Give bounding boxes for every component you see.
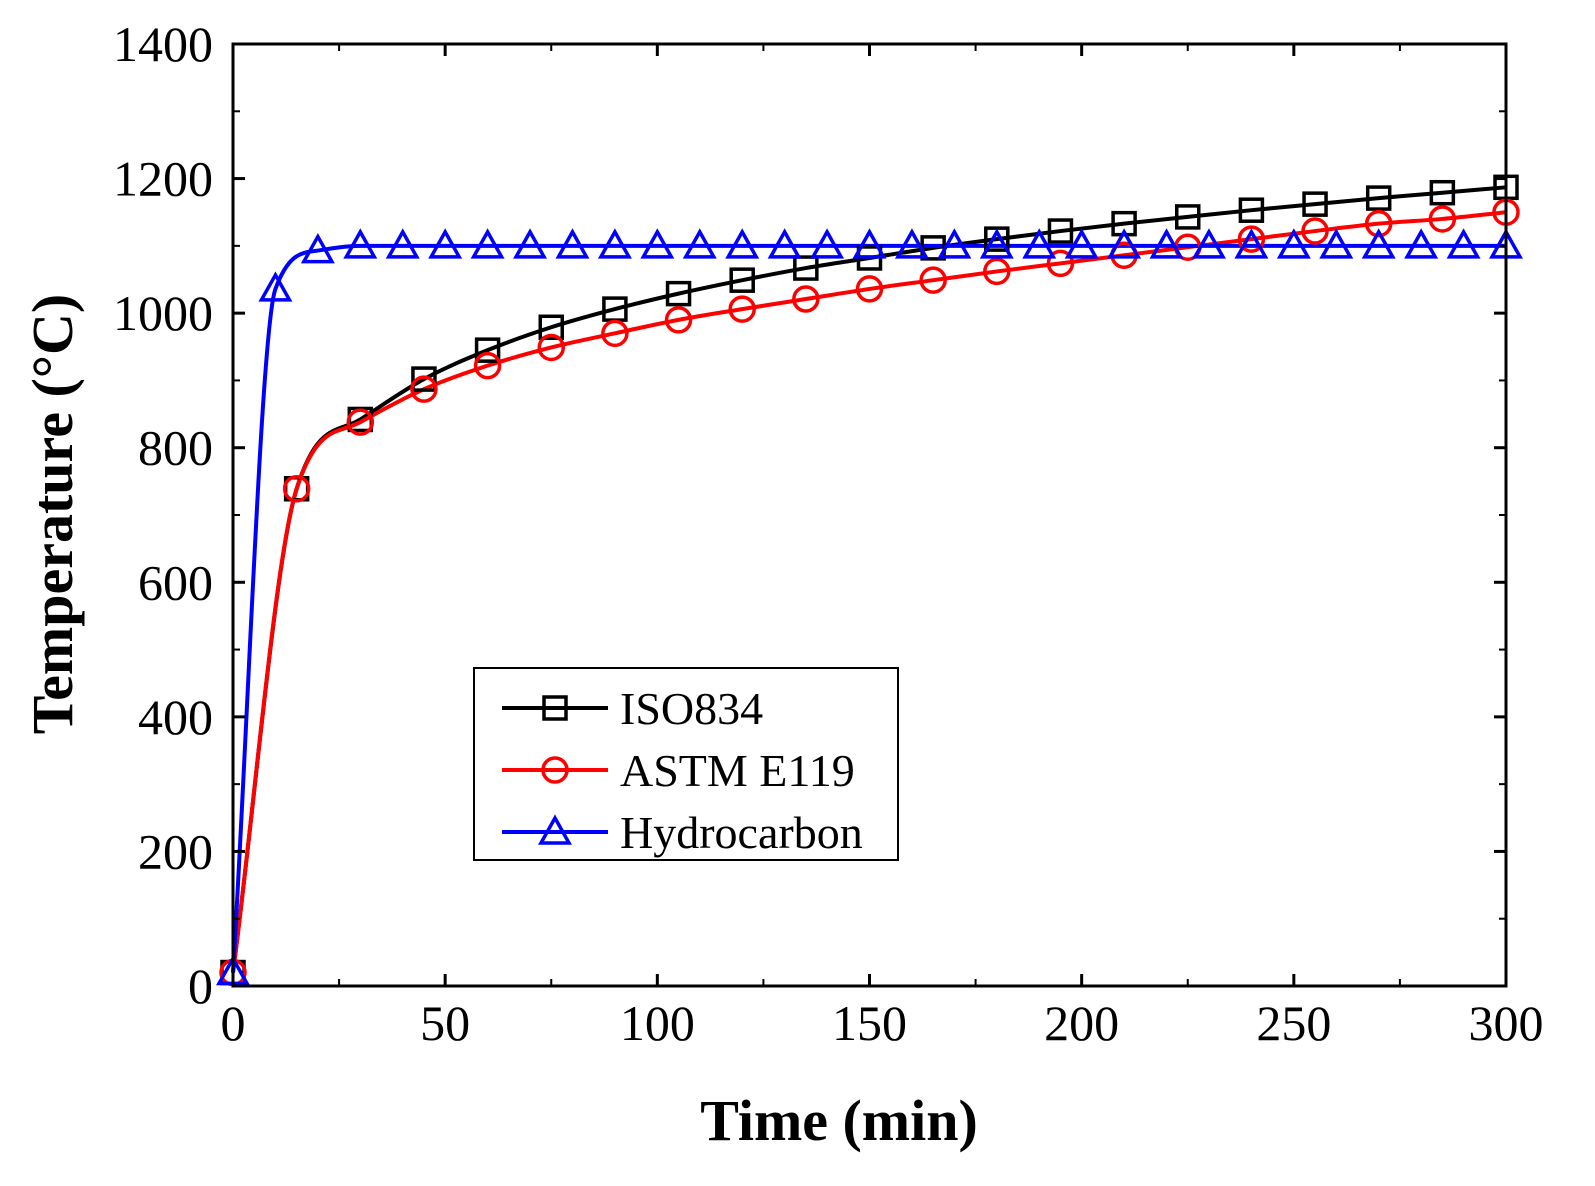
data-point-hydrocarbon <box>1149 228 1184 259</box>
x-tick-label: 50 <box>420 995 470 1051</box>
legend-marker-hydrocarbon <box>538 814 572 845</box>
data-point-hydrocarbon <box>1404 228 1439 259</box>
data-point-hydrocarbon <box>555 228 590 259</box>
data-point-hydrocarbon <box>852 228 887 259</box>
y-tick-label: 800 <box>138 420 213 476</box>
y-tick-label: 1200 <box>113 151 213 207</box>
tick-labels: 0 50 100 150 200 250 300 0 200 400 600 800 1000 1200 1… <box>113 16 1544 1051</box>
data-point-iso834 <box>1365 185 1392 211</box>
x-tick-label: 200 <box>1044 995 1119 1051</box>
data-point-astm-e119 <box>1428 205 1457 233</box>
data-point-iso834 <box>665 280 692 307</box>
data-point-astm-e119 <box>410 375 438 403</box>
data-point-hydrocarbon <box>937 228 972 259</box>
legend-label-astm-e119: ASTM E119 <box>620 745 855 796</box>
legend-label-hydrocarbon: Hydrocarbon <box>620 807 863 858</box>
series-line-hydrocarbon <box>231 243 1506 973</box>
data-point-astm-e119 <box>855 275 884 303</box>
y-tick-label: 1000 <box>113 285 213 341</box>
series-line-iso834 <box>231 185 1507 973</box>
data-point-iso834 <box>1238 197 1265 223</box>
data-point-astm-e119 <box>664 306 693 334</box>
legend-marker-iso834 <box>542 695 568 721</box>
data-point-astm-e119 <box>792 285 820 313</box>
data-point-hydrocarbon <box>597 228 632 259</box>
data-point-astm-e119 <box>1237 225 1266 253</box>
data-point-astm-e119 <box>346 408 375 436</box>
y-tick-label: 0 <box>188 958 213 1014</box>
ticks <box>231 42 1508 988</box>
x-tick-label: 150 <box>832 995 907 1051</box>
data-point-hydrocarbon <box>428 228 463 259</box>
x-tick-label: 100 <box>620 995 695 1051</box>
data-point-hydrocarbon <box>979 228 1014 259</box>
y-tick-label: 1400 <box>113 16 213 72</box>
data-point-iso834 <box>411 366 437 392</box>
data-point-hydrocarbon <box>300 232 335 264</box>
data-point-astm-e119 <box>983 257 1011 286</box>
data-point-iso834 <box>538 314 564 341</box>
x-tick-label: 300 <box>1469 995 1544 1051</box>
y-axis-title: Temperature (°C) <box>20 294 85 734</box>
data-point-hydrocarbon <box>513 228 548 259</box>
data-point-hydrocarbon <box>894 228 929 259</box>
data-point-hydrocarbon <box>1446 228 1481 259</box>
x-tick-label: 0 <box>221 995 246 1051</box>
data-point-astm-e119 <box>1301 217 1329 245</box>
data-point-hydrocarbon <box>1276 228 1311 259</box>
data-point-iso834 <box>793 255 819 281</box>
data-point-hydrocarbon <box>725 228 760 259</box>
y-tick-label: 400 <box>138 689 213 745</box>
data-point-astm-e119 <box>537 333 565 362</box>
data-point-hydrocarbon <box>1064 228 1099 259</box>
legend-label-iso834: ISO834 <box>620 683 763 734</box>
data-point-astm-e119 <box>473 351 502 380</box>
x-axis-title: Time (min) <box>700 1088 978 1153</box>
data-point-astm-e119 <box>1364 209 1393 238</box>
data-point-hydrocarbon <box>385 228 420 259</box>
data-point-hydrocarbon <box>1361 228 1396 259</box>
data-point-astm-e119 <box>728 295 756 323</box>
data-point-hydrocarbon <box>258 271 293 302</box>
y-tick-label: 600 <box>138 554 213 610</box>
data-point-hydrocarbon <box>1234 228 1269 259</box>
data-point-hydrocarbon <box>470 228 505 259</box>
data-point-hydrocarbon <box>1191 228 1226 259</box>
data-point-iso834 <box>1302 191 1328 217</box>
x-tick-label: 250 <box>1256 995 1331 1051</box>
data-point-astm-e119 <box>919 266 947 294</box>
data-point-iso834 <box>729 267 755 293</box>
markers <box>216 174 1523 987</box>
data-point-hydrocarbon <box>1319 228 1354 259</box>
data-point-iso834 <box>1175 204 1201 230</box>
data-point-hydrocarbon <box>810 228 845 259</box>
data-point-hydrocarbon <box>640 228 675 259</box>
y-tick-label: 200 <box>138 823 213 879</box>
data-point-hydrocarbon <box>767 228 802 259</box>
data-point-iso834 <box>1429 179 1456 206</box>
data-point-iso834 <box>1047 218 1074 244</box>
data-point-astm-e119 <box>601 319 629 348</box>
legend: ISO834 ASTM E119 Hydrocarbon <box>473 667 899 861</box>
legend-marker-astm-e119 <box>541 756 569 784</box>
data-point-iso834 <box>984 226 1010 252</box>
data-point-hydrocarbon <box>1022 228 1057 259</box>
data-point-astm-e119 <box>1046 249 1075 278</box>
data-point-hydrocarbon <box>343 228 378 259</box>
data-point-hydrocarbon <box>682 228 717 259</box>
data-point-hydrocarbon <box>1107 228 1142 259</box>
data-point-astm-e119 <box>282 475 311 503</box>
data-point-iso834 <box>474 337 501 363</box>
